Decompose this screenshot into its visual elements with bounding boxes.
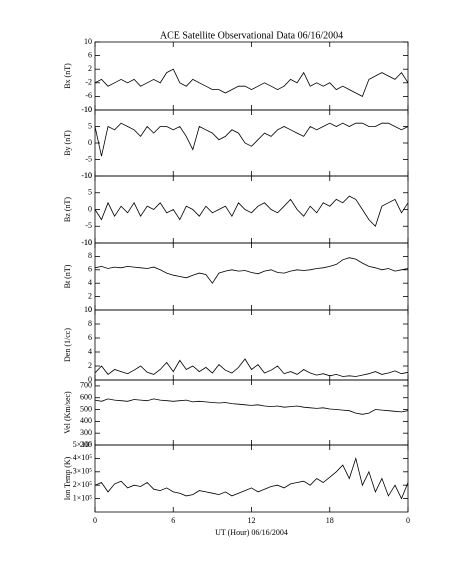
data-line bbox=[94, 122, 409, 157]
y-tick-label: 6 bbox=[88, 50, 92, 59]
data-line bbox=[94, 257, 409, 284]
y-tick-label: 400 bbox=[80, 416, 92, 425]
y-tick-label: -10 bbox=[81, 171, 92, 180]
y-tick-label: 10 bbox=[84, 171, 92, 180]
x-tick-label: 6 bbox=[171, 516, 175, 525]
panel-frame bbox=[94, 109, 409, 177]
y-tick-label: 8 bbox=[88, 251, 92, 260]
y-tick-label: 600 bbox=[80, 393, 92, 402]
y-tick-label: 10 bbox=[84, 37, 92, 46]
y-tick-label: 200 bbox=[80, 440, 92, 449]
chart-title: ACE Satellite Observational Data 06/16/2… bbox=[160, 30, 343, 41]
y-tick-label: 8 bbox=[88, 319, 92, 328]
y-tick-label: -5 bbox=[85, 221, 92, 230]
panel-frame bbox=[94, 379, 409, 446]
data-line bbox=[94, 456, 409, 500]
y-tick-label: 10 bbox=[84, 238, 92, 247]
data-line bbox=[94, 398, 409, 415]
y-tick-label: 0 bbox=[88, 138, 92, 147]
y-tick-label: -10 bbox=[81, 238, 92, 247]
y-tick-label: 10 bbox=[84, 105, 92, 114]
y-axis-label: By (nT) bbox=[63, 130, 72, 156]
y-tick-label: 5 bbox=[88, 188, 92, 197]
y-tick-label: 0 bbox=[88, 375, 92, 384]
y-axis-label: Bx (nT) bbox=[63, 63, 72, 89]
panel-frame bbox=[94, 175, 409, 244]
y-tick-label: 3×10⁵ bbox=[73, 467, 93, 476]
x-tick-label: 0 bbox=[93, 516, 97, 525]
y-axis-label: Den (1/cc) bbox=[63, 328, 72, 362]
panel-frame bbox=[94, 242, 409, 311]
y-tick-label: 300 bbox=[80, 428, 92, 437]
data-line bbox=[94, 358, 409, 377]
y-tick-label: 6 bbox=[88, 265, 92, 274]
y-tick-label: 2×10⁵ bbox=[73, 480, 93, 489]
data-line bbox=[94, 68, 409, 97]
y-tick-label: 4 bbox=[88, 347, 92, 356]
y-tick-label: -10 bbox=[81, 105, 92, 114]
y-tick-label: -2 bbox=[85, 78, 92, 87]
x-tick-label: 18 bbox=[326, 516, 334, 525]
y-tick-label: 10 bbox=[84, 305, 92, 314]
y-tick-label: 2 bbox=[88, 64, 92, 73]
data-line bbox=[94, 195, 409, 228]
panel-frame bbox=[94, 41, 409, 111]
y-tick-label: 2 bbox=[88, 291, 92, 300]
y-axis-label: Ion Temp (K) bbox=[63, 456, 72, 500]
y-tick-label: 0 bbox=[88, 305, 92, 314]
y-tick-label: 700 bbox=[80, 381, 92, 390]
y-tick-label: -5 bbox=[85, 154, 92, 163]
y-tick-label: 1×10⁵ bbox=[73, 493, 93, 502]
y-tick-label: 0 bbox=[88, 204, 92, 213]
y-tick-label: 500 bbox=[80, 404, 92, 413]
y-axis-label: Vel (Km/sec) bbox=[63, 391, 72, 434]
y-tick-label: 5 bbox=[88, 121, 92, 130]
y-axis-label: Bt (nT) bbox=[63, 264, 72, 288]
y-tick-label: 6 bbox=[88, 333, 92, 342]
y-tick-label: 5×10⁵ bbox=[73, 440, 93, 449]
y-tick-label: 4 bbox=[88, 278, 92, 287]
y-tick-label: -6 bbox=[85, 91, 92, 100]
y-axis-label: Bz (nT) bbox=[63, 197, 72, 222]
x-tick-label: 12 bbox=[248, 516, 256, 525]
y-tick-label: 2 bbox=[88, 361, 92, 370]
x-tick-label: 0 bbox=[406, 516, 410, 525]
y-tick-label: 4×10⁵ bbox=[73, 453, 93, 462]
x-axis-label: UT (Hour) 06/16/2004 bbox=[215, 528, 288, 537]
